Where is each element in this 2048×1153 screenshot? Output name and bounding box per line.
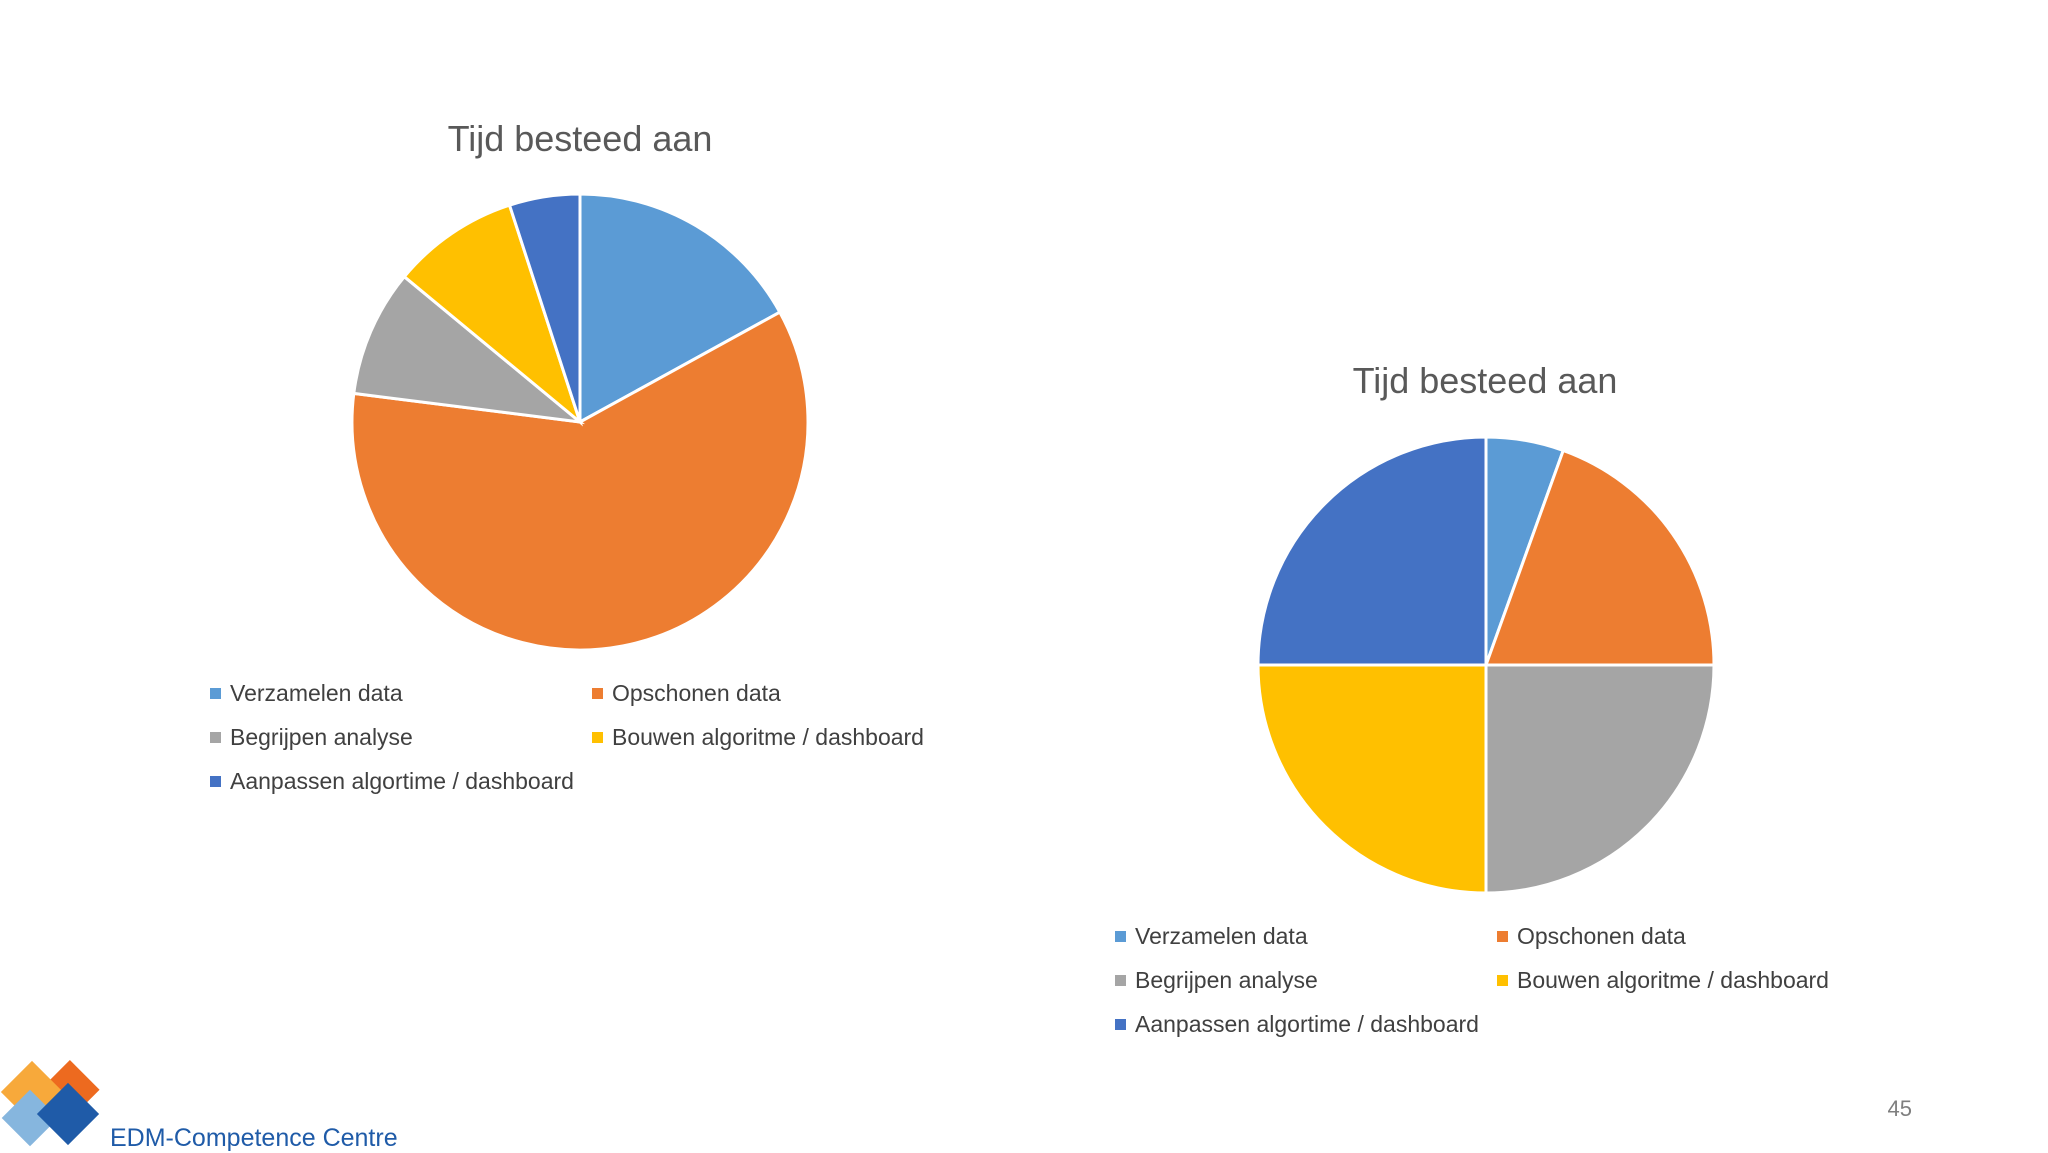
chart-1-title: Tijd besteed aan <box>447 118 713 159</box>
legend-label: Begrijpen analyse <box>1135 967 1318 993</box>
legend-swatch <box>1115 931 1126 942</box>
chart-2-title: Tijd besteed aan <box>1352 360 1618 401</box>
legend-item: Verzamelen data <box>1115 923 1308 950</box>
legend-label: Verzamelen data <box>230 680 403 706</box>
legend-label: Opschonen data <box>612 680 781 706</box>
pie-slice-opschonen-data <box>1483 448 1716 667</box>
legend-label: Opschonen data <box>1517 923 1686 949</box>
page-number: 45 <box>1887 1096 1912 1121</box>
legend-item: Bouwen algoritme / dashboard <box>592 724 924 751</box>
pie-slice-aanpassen-algortime-dashboard <box>507 192 582 423</box>
pie-slice-begrijpen-analyse <box>1484 663 1716 895</box>
legend-item: Bouwen algoritme / dashboard <box>1497 967 1829 994</box>
legend-item: Opschonen data <box>592 680 781 707</box>
legend-item: Begrijpen analyse <box>1115 967 1318 994</box>
pie-slice-opschonen-data <box>350 310 810 652</box>
legend-swatch <box>210 688 221 699</box>
legend-label: Begrijpen analyse <box>230 724 413 750</box>
legend-swatch <box>592 732 603 743</box>
legend-item: Opschonen data <box>1497 923 1686 950</box>
pie-slice-bouwen-algoritme-dashboard <box>402 203 584 427</box>
legend-item: Begrijpen analyse <box>210 724 413 751</box>
legend-label: Aanpassen algortime / dashboard <box>230 768 574 794</box>
legend-swatch <box>210 776 221 787</box>
legend-swatch <box>1115 975 1126 986</box>
legend-swatch <box>210 732 221 743</box>
legend-label: Bouwen algoritme / dashboard <box>612 724 924 750</box>
legend-label: Verzamelen data <box>1135 923 1308 949</box>
legend-item: Verzamelen data <box>210 680 403 707</box>
legend-label: Aanpassen algortime / dashboard <box>1135 1011 1479 1037</box>
legend-label: Bouwen algoritme / dashboard <box>1517 967 1829 993</box>
legend-item: Aanpassen algortime / dashboard <box>1115 1011 1479 1038</box>
legend-swatch <box>1115 1019 1126 1030</box>
pie-slice-begrijpen-analyse <box>352 274 585 425</box>
pie-slice-bouwen-algoritme-dashboard <box>1256 663 1488 895</box>
legend-item: Aanpassen algortime / dashboard <box>210 768 574 795</box>
legend-swatch <box>1497 975 1508 986</box>
edm-logo-icon <box>0 1060 100 1147</box>
legend-swatch <box>1497 931 1508 942</box>
pie-slice-verzamelen-data <box>578 192 782 425</box>
legend-swatch <box>592 688 603 699</box>
pie-slice-aanpassen-algortime-dashboard <box>1256 435 1488 667</box>
logo-text: EDM-Competence Centre <box>110 1124 398 1152</box>
